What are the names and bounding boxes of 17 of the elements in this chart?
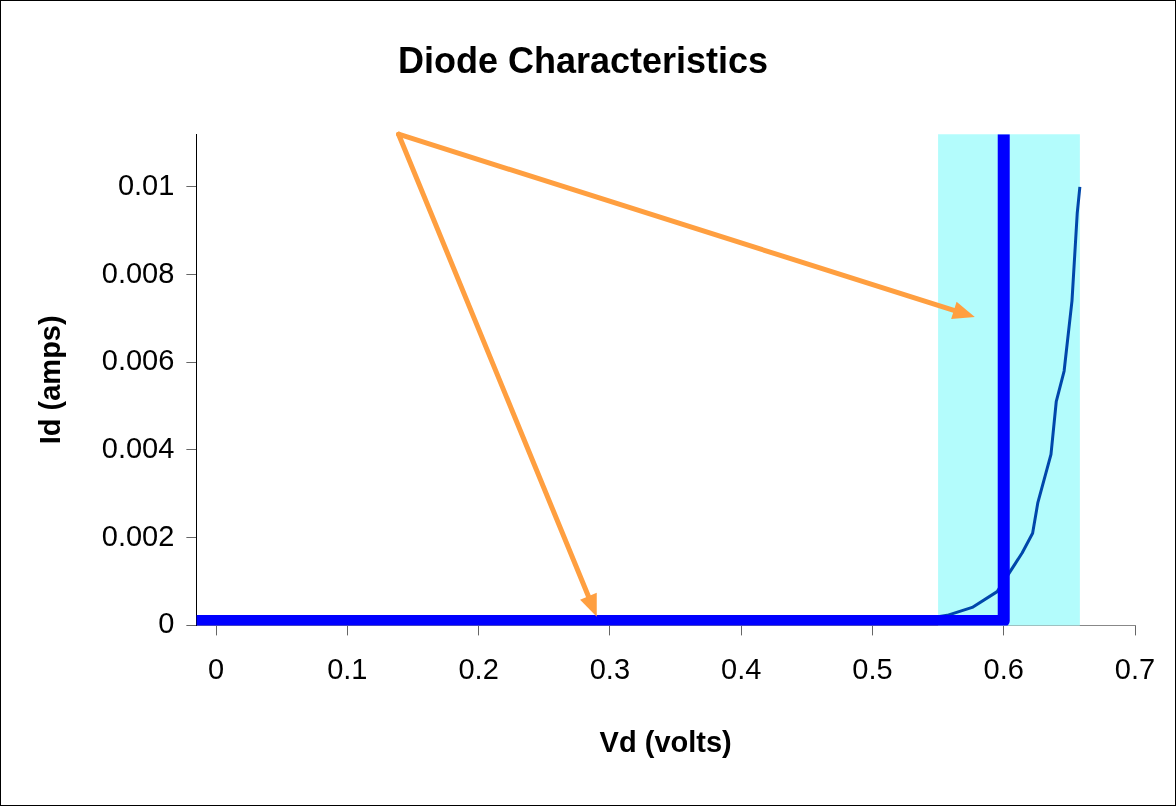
x-tick-label: 0.4: [721, 652, 762, 685]
y-tick-label: 0.002: [101, 519, 175, 552]
y-tick-label: 0: [158, 607, 175, 640]
x-tick-label: 0.5: [852, 652, 893, 685]
y-tick-label: 0.004: [101, 431, 175, 464]
y-tick-label: 0.008: [101, 256, 175, 289]
y-tick-label: 0.01: [117, 168, 175, 201]
x-tick-label: 0: [207, 652, 225, 685]
chart-title: Diode Characteristics: [397, 39, 769, 81]
x-tick-label: 0.1: [327, 652, 368, 685]
y-tick-label: 0.006: [101, 344, 175, 377]
x-tick-label: 0.3: [589, 652, 631, 685]
x-tick-label: 0.2: [458, 652, 499, 685]
x-axis-title: Vd (volts): [599, 725, 732, 758]
y-axis-title: Id (amps): [34, 315, 67, 445]
x-tick-label: 0.6: [983, 652, 1024, 685]
x-tick-label: 0.7: [1114, 652, 1156, 685]
